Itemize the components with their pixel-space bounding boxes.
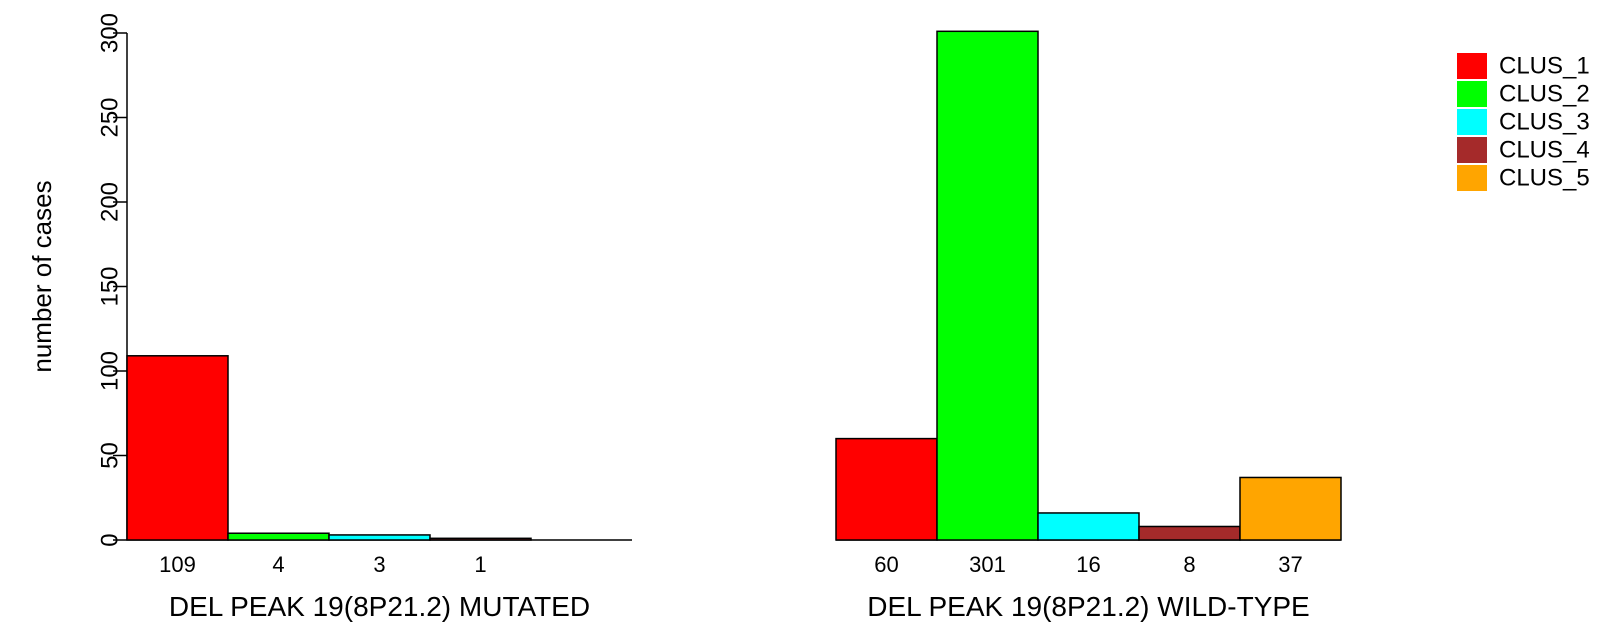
count-label: 3 xyxy=(373,552,385,577)
legend-label: CLUS_1 xyxy=(1499,53,1590,80)
group-label: DEL PEAK 19(8P21.2) WILD-TYPE xyxy=(867,591,1309,622)
count-label: 1 xyxy=(474,552,486,577)
y-axis-title: number of cases xyxy=(27,180,57,372)
count-label: 301 xyxy=(969,552,1006,577)
legend-label: CLUS_3 xyxy=(1499,109,1590,136)
count-label: 37 xyxy=(1278,552,1302,577)
y-tick-label: 100 xyxy=(97,351,124,391)
bar-clus-1 xyxy=(835,437,938,541)
bar-clus-1 xyxy=(126,355,229,541)
y-tick-label: 200 xyxy=(97,182,124,222)
bar-clus-5 xyxy=(1239,476,1342,541)
y-tick-label: 0 xyxy=(97,533,124,546)
bar-clus-3 xyxy=(328,534,431,541)
group-label: DEL PEAK 19(8P21.2) MUTATED xyxy=(169,591,590,622)
bars xyxy=(126,30,1342,541)
bar-clus-2 xyxy=(227,532,330,541)
legend-label: CLUS_4 xyxy=(1499,137,1590,164)
legend-swatch xyxy=(1457,109,1487,135)
y-tick-label: 300 xyxy=(97,13,124,53)
y-tick-label: 150 xyxy=(97,266,124,306)
count-label: 60 xyxy=(874,552,898,577)
count-label: 4 xyxy=(272,552,284,577)
count-labels: 109 4 3 1 60 301 16 8 37 xyxy=(159,552,1303,577)
bar-clus-4 xyxy=(429,537,532,541)
legend-label: CLUS_5 xyxy=(1499,165,1590,192)
y-tick-label: 250 xyxy=(97,97,124,137)
y-axis: 0 50 100 150 200 250 300 xyxy=(97,13,128,547)
group-labels: DEL PEAK 19(8P21.2) MUTATED DEL PEAK 19(8… xyxy=(169,591,1310,622)
y-tick-label: 50 xyxy=(97,442,124,469)
bar-clus-3 xyxy=(1037,512,1140,541)
legend-swatch xyxy=(1457,53,1487,79)
legend-label: CLUS_2 xyxy=(1499,81,1590,108)
count-label: 109 xyxy=(159,552,196,577)
bar-clus-2 xyxy=(936,30,1039,541)
count-label: 16 xyxy=(1076,552,1100,577)
legend-swatch xyxy=(1457,165,1487,191)
legend-swatch xyxy=(1457,81,1487,107)
bar-clus-4 xyxy=(1138,525,1241,541)
count-label: 8 xyxy=(1183,552,1195,577)
legend-swatch xyxy=(1457,137,1487,163)
